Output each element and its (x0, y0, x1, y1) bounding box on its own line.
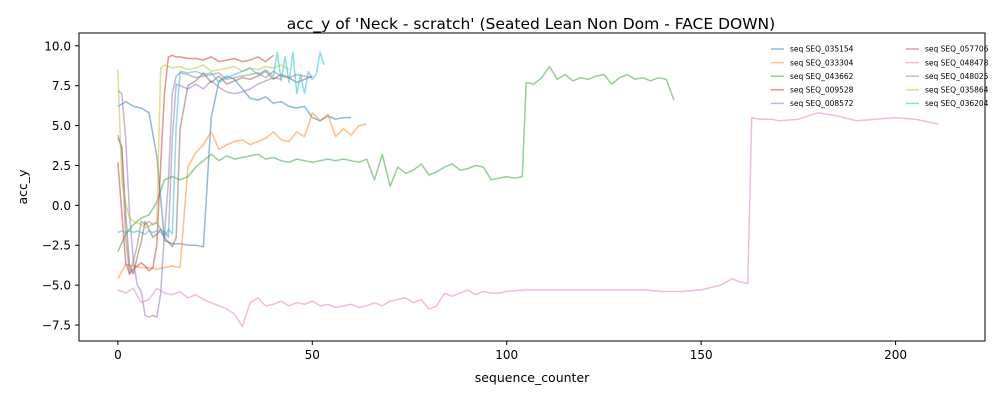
series-line-2 (117, 112, 367, 280)
series-line-3 (117, 65, 675, 252)
x-axis: 0 50 100 150 200 (114, 341, 907, 362)
y-tick-label: 5.0 (52, 119, 71, 133)
y-tick-label: −2.5 (42, 239, 71, 253)
series-line-5 (117, 76, 282, 318)
y-axis: −7.5 −5.0 −2.5 0.0 2.5 5.0 7.5 10.0 (42, 39, 79, 333)
legend-label: seq SEQ_036204 (925, 99, 989, 108)
x-tick-label: 100 (495, 348, 518, 362)
y-tick-label: 10.0 (44, 39, 71, 53)
series-line-7 (117, 112, 939, 328)
legend-label: seq SEQ_008572 (790, 99, 854, 108)
x-axis-label: sequence_counter (475, 370, 590, 385)
legend-label: seq SEQ_009528 (790, 86, 854, 95)
x-tick-label: 50 (305, 348, 320, 362)
chart-title: acc_y of 'Neck - scratch' (Seated Lean N… (287, 15, 775, 34)
legend-label: seq SEQ_048025 (925, 72, 989, 81)
x-tick-label: 200 (884, 348, 907, 362)
plot-frame (78, 32, 986, 342)
legend-label: seq SEQ_048478 (925, 58, 989, 67)
y-tick-label: −5.0 (42, 279, 71, 293)
series-line-4 (117, 54, 274, 275)
legend-label: seq SEQ_043662 (790, 72, 854, 81)
y-tick-label: 2.5 (52, 159, 71, 173)
series-line-1 (117, 75, 352, 248)
y-tick-label: −7.5 (42, 319, 71, 333)
y-axis-label: acc_y (15, 169, 30, 205)
x-tick-label: 0 (114, 348, 122, 362)
legend-label: seq SEQ_035154 (790, 45, 854, 54)
legend-label: seq SEQ_035864 (925, 86, 989, 95)
legend-label: seq SEQ_033304 (790, 58, 854, 67)
series-line-8 (117, 70, 313, 275)
y-tick-label: 0.0 (52, 199, 71, 213)
x-tick-label: 150 (690, 348, 713, 362)
plot-lines (117, 51, 939, 328)
series-line-9 (117, 64, 290, 229)
series-line-10 (117, 51, 325, 239)
legend-label: seq SEQ_057706 (925, 45, 989, 54)
y-tick-label: 7.5 (52, 79, 71, 93)
